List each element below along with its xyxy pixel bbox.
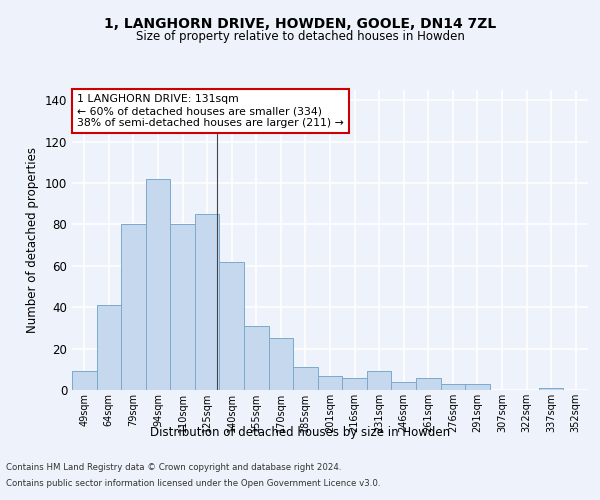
Text: Contains public sector information licensed under the Open Government Licence v3: Contains public sector information licen…	[6, 478, 380, 488]
Bar	[269, 338, 293, 390]
Text: Size of property relative to detached houses in Howden: Size of property relative to detached ho…	[136, 30, 464, 43]
Bar	[195, 214, 220, 390]
Bar	[97, 305, 121, 390]
Bar	[465, 384, 490, 390]
Bar	[244, 326, 269, 390]
Bar	[391, 382, 416, 390]
Bar	[146, 179, 170, 390]
Bar	[367, 372, 391, 390]
Text: Contains HM Land Registry data © Crown copyright and database right 2024.: Contains HM Land Registry data © Crown c…	[6, 464, 341, 472]
Bar	[72, 372, 97, 390]
Bar	[318, 376, 342, 390]
Text: Distribution of detached houses by size in Howden: Distribution of detached houses by size …	[150, 426, 450, 439]
Text: 1, LANGHORN DRIVE, HOWDEN, GOOLE, DN14 7ZL: 1, LANGHORN DRIVE, HOWDEN, GOOLE, DN14 7…	[104, 18, 496, 32]
Y-axis label: Number of detached properties: Number of detached properties	[26, 147, 39, 333]
Bar	[121, 224, 146, 390]
Bar	[220, 262, 244, 390]
Bar	[440, 384, 465, 390]
Bar	[293, 367, 318, 390]
Bar	[342, 378, 367, 390]
Bar	[416, 378, 440, 390]
Bar	[539, 388, 563, 390]
Text: 1 LANGHORN DRIVE: 131sqm
← 60% of detached houses are smaller (334)
38% of semi-: 1 LANGHORN DRIVE: 131sqm ← 60% of detach…	[77, 94, 344, 128]
Bar	[170, 224, 195, 390]
